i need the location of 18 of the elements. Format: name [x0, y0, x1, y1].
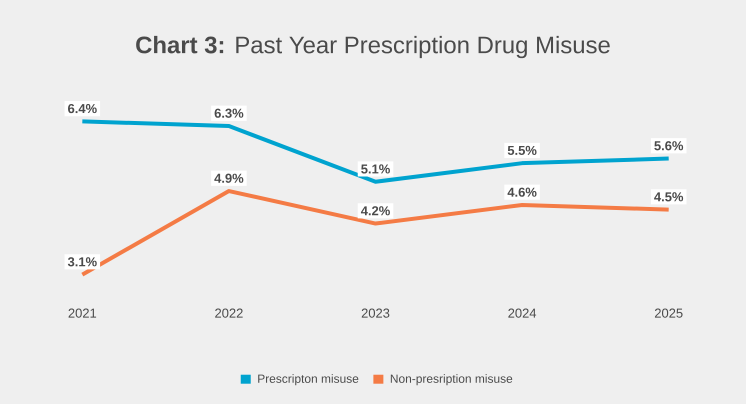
x-tick-label: 2021 — [68, 308, 96, 318]
data-label: 5.1% — [361, 164, 390, 174]
legend-label: Non-presription misuse — [390, 374, 512, 386]
x-tick-label: 2024 — [508, 308, 536, 318]
data-label: 3.1% — [68, 257, 97, 266]
x-tick-label: 2023 — [362, 308, 390, 318]
data-label: 4.6% — [508, 188, 537, 197]
x-tick-label: 2022 — [215, 308, 243, 318]
data-label: 6.3% — [214, 108, 244, 118]
data-label: 5.5% — [508, 146, 537, 155]
data-label: 6.4% — [68, 104, 97, 114]
x-tick-label: 2025 — [654, 308, 683, 318]
data-label: 4.2% — [360, 206, 390, 216]
data-label: 4.9% — [214, 174, 244, 183]
data-label: 4.5% — [654, 192, 684, 202]
data-label: 5.6% — [654, 141, 684, 150]
legend-label: Prescripton misuse — [258, 374, 358, 386]
chart-title: Chart 3: Past Year Prescription Drug Misuse — [136, 36, 610, 58]
